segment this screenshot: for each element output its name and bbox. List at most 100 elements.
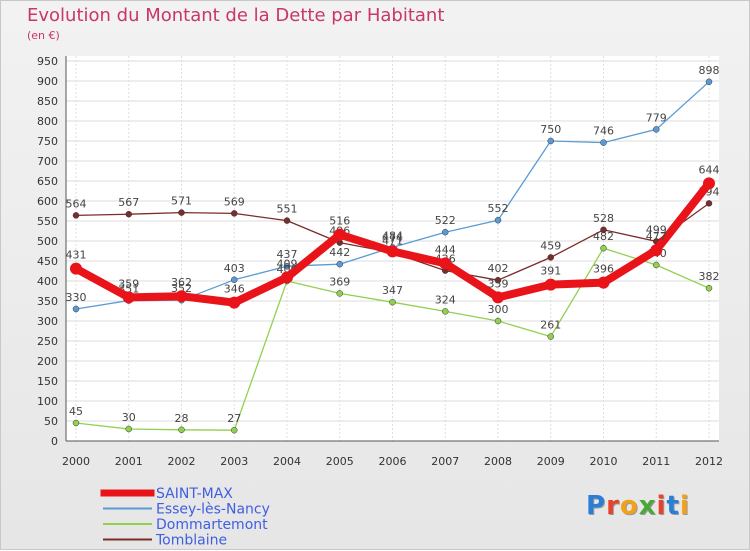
x-tick-label: 2004 — [273, 455, 301, 468]
data-label: 28 — [175, 412, 189, 425]
data-point — [442, 308, 449, 315]
data-point — [653, 126, 660, 133]
y-tick-label: 0 — [51, 435, 58, 448]
data-label: 528 — [593, 212, 614, 225]
data-label: 396 — [593, 263, 614, 276]
data-point — [600, 244, 607, 252]
y-tick-label: 850 — [37, 95, 58, 108]
data-point — [597, 276, 610, 289]
data-point — [72, 305, 80, 313]
data-point — [705, 78, 713, 86]
data-label: 27 — [227, 412, 241, 425]
data-point — [600, 226, 607, 234]
data-point — [336, 290, 343, 297]
data-label: 347 — [382, 284, 403, 297]
x-tick-label: 2005 — [326, 455, 354, 468]
data-point — [705, 200, 713, 207]
legend-label: Dommartemont — [156, 517, 268, 533]
data-point — [653, 261, 660, 269]
data-label: 431 — [66, 249, 87, 262]
data-point — [703, 177, 715, 190]
data-label: 437 — [277, 248, 298, 261]
data-point — [228, 296, 241, 309]
data-label: 261 — [540, 319, 561, 332]
data-point — [492, 291, 504, 304]
data-label: 750 — [540, 123, 561, 136]
data-point — [231, 276, 238, 284]
data-point — [70, 262, 82, 275]
data-label: 477 — [646, 230, 667, 243]
data-point — [336, 260, 343, 268]
data-point — [231, 210, 238, 217]
data-point — [494, 216, 502, 224]
data-point — [281, 271, 293, 284]
data-point — [122, 291, 135, 304]
data-point — [494, 276, 502, 284]
y-tick-label: 100 — [37, 395, 58, 408]
y-tick-label: 150 — [37, 375, 58, 388]
y-tick-label: 250 — [37, 335, 58, 348]
data-label: 369 — [329, 275, 350, 288]
data-label: 569 — [224, 195, 245, 208]
data-label: 644 — [699, 163, 720, 176]
data-point — [178, 209, 185, 216]
y-tick-label: 600 — [37, 195, 58, 208]
chart-title: Evolution du Montant de la Dette par Hab… — [27, 5, 445, 26]
y-tick-label: 650 — [37, 175, 58, 188]
data-label: 459 — [540, 239, 561, 252]
x-tick-label: 2008 — [484, 455, 512, 468]
data-point — [125, 425, 132, 433]
data-label: 482 — [593, 230, 614, 243]
data-label: 324 — [435, 293, 456, 306]
y-tick-label: 900 — [37, 75, 58, 88]
x-tick-label: 2011 — [642, 455, 670, 468]
x-tick-label: 2007 — [431, 455, 459, 468]
data-point — [439, 257, 452, 270]
y-tick-label: 350 — [37, 295, 58, 308]
data-point — [389, 298, 396, 306]
data-point — [705, 284, 713, 292]
chart-subtitle: (en €) — [27, 29, 60, 42]
data-point — [333, 228, 346, 241]
data-point — [547, 333, 554, 340]
data-label: 499 — [646, 223, 667, 236]
data-label: 30 — [122, 411, 136, 424]
data-label: 444 — [435, 243, 456, 256]
data-label: 391 — [540, 265, 561, 278]
data-point — [600, 139, 607, 146]
data-label: 45 — [69, 405, 83, 418]
data-label: 484 — [382, 229, 403, 242]
data-point — [544, 278, 557, 291]
x-tick-label: 2000 — [62, 455, 90, 468]
data-label: 382 — [699, 270, 720, 283]
data-label: 564 — [66, 197, 87, 210]
data-label: 442 — [329, 246, 350, 259]
data-label: 898 — [699, 64, 720, 77]
legend-label: Tomblaine — [155, 533, 227, 549]
y-tick-label: 500 — [37, 235, 58, 248]
data-point — [386, 245, 399, 258]
data-label: 346 — [224, 283, 245, 296]
data-label: 746 — [593, 125, 614, 138]
data-label: 522 — [435, 214, 456, 227]
data-label: 567 — [118, 196, 139, 209]
x-tick-label: 2006 — [379, 455, 407, 468]
x-tick-label: 2009 — [537, 455, 565, 468]
data-point — [650, 244, 663, 257]
data-point — [178, 426, 185, 434]
y-tick-label: 400 — [37, 275, 58, 288]
data-point — [442, 228, 449, 236]
data-label: 551 — [277, 203, 298, 216]
data-label: 359 — [118, 277, 139, 290]
y-tick-label: 300 — [37, 315, 58, 328]
data-label: 471 — [382, 235, 403, 248]
data-point — [547, 137, 554, 145]
data-label: 352 — [171, 282, 192, 295]
x-tick-label: 2001 — [115, 455, 143, 468]
data-point — [125, 210, 132, 218]
data-point — [283, 262, 291, 270]
y-tick-label: 950 — [37, 55, 58, 68]
data-label: 402 — [488, 262, 509, 275]
